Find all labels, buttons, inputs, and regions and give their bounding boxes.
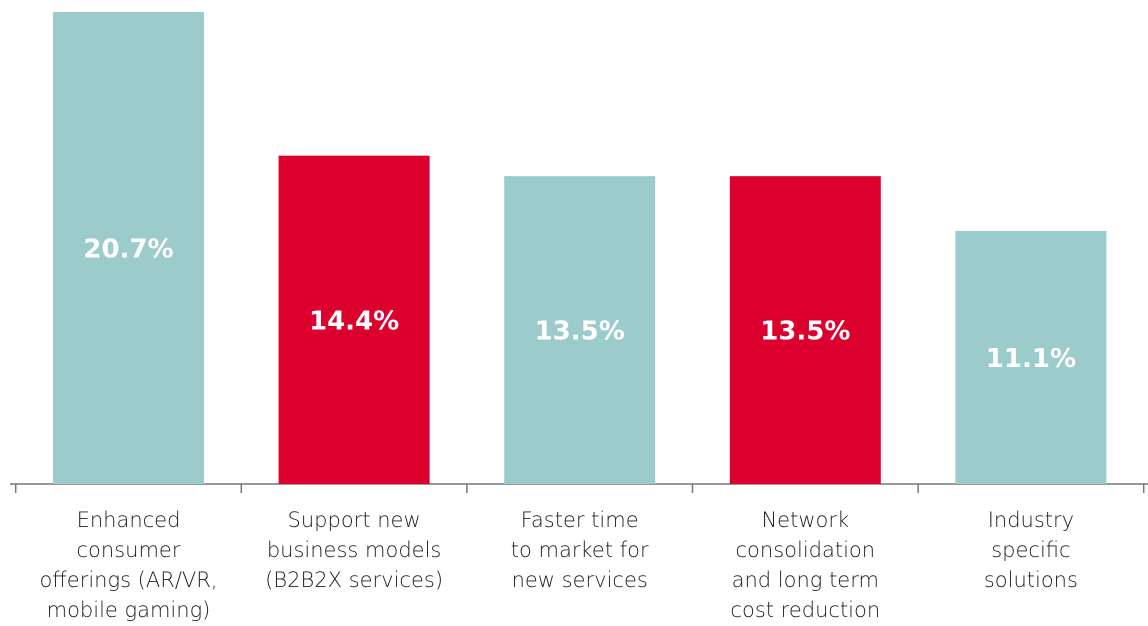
- bar: [53, 12, 204, 484]
- data-label: 13.5%: [535, 317, 625, 347]
- bar: [955, 230, 1107, 484]
- x-tick-label: Support new business models (B2B2X servi…: [265, 508, 444, 592]
- x-tick-label: Faster time to market for new services: [510, 508, 649, 592]
- data-label: 11.1%: [986, 344, 1076, 374]
- bar: [278, 155, 430, 485]
- x-tick-label: Enhanced consumer offerings (AR/VR, mobi…: [39, 508, 218, 622]
- bar: [504, 176, 656, 484]
- data-label: 13.5%: [760, 317, 850, 347]
- data-label: 20.7%: [83, 235, 173, 265]
- x-tick-label: Industry specific solutions: [983, 508, 1078, 592]
- data-label: 14.4%: [309, 306, 399, 336]
- bar: [729, 176, 881, 484]
- x-tick-label: Network consolidation and long term cost…: [730, 508, 881, 622]
